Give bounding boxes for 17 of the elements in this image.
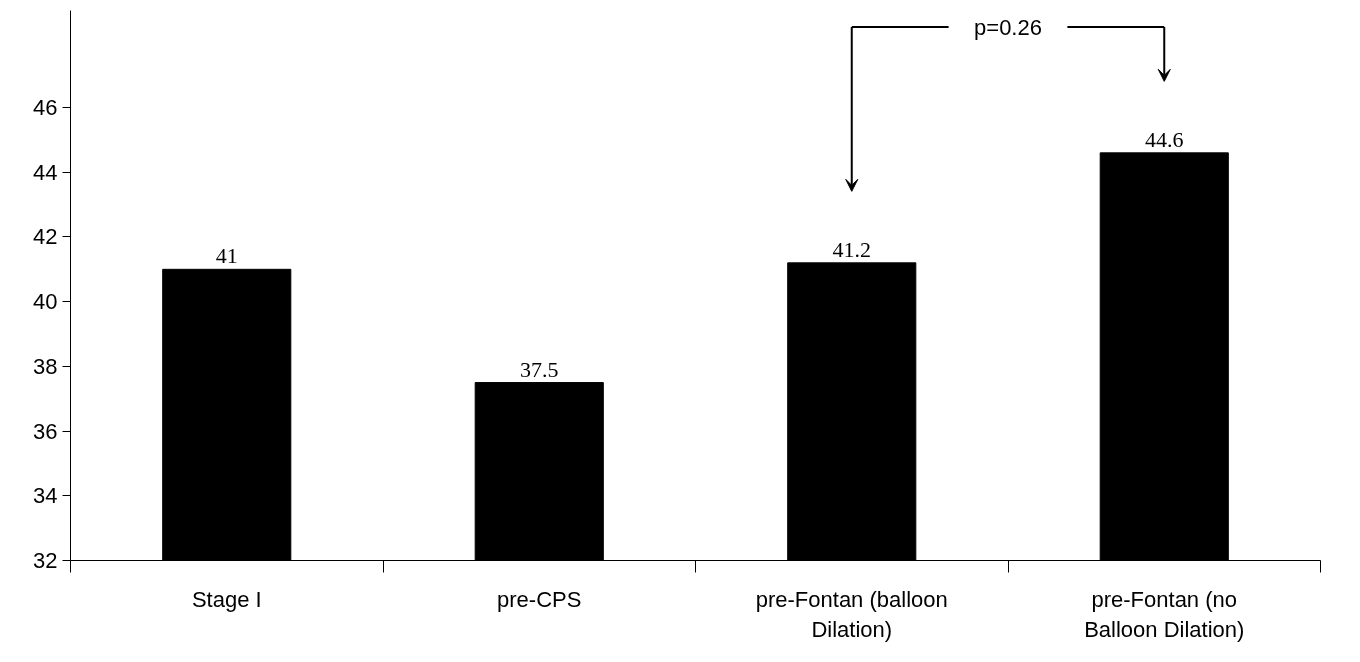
- data-label: 41.2: [832, 236, 871, 262]
- y-tick-label: 46: [33, 95, 58, 121]
- x-tick-label: Stage I: [191, 586, 262, 612]
- y-tick-label: 40: [33, 289, 58, 315]
- y-tick-label: 32: [33, 548, 58, 573]
- y-tick-label: 36: [33, 418, 58, 444]
- annotation: p=0.26: [974, 14, 1042, 40]
- data-label: 41: [215, 243, 238, 269]
- x-tick-label: pre-Fontan (balloon Dilation): [755, 586, 948, 642]
- data-label: 37.5: [520, 356, 559, 382]
- x-tick-label: pre-Fontan (no Balloon Dilation): [1084, 586, 1245, 642]
- y-tick-label: 44: [33, 159, 58, 185]
- y-tick-label: 42: [33, 224, 58, 250]
- x-tick-label: pre-CPS: [497, 586, 582, 612]
- y-tick-label: 34: [33, 483, 58, 509]
- data-label: 44.6: [1145, 126, 1184, 152]
- y-tick-label: 38: [33, 353, 58, 379]
